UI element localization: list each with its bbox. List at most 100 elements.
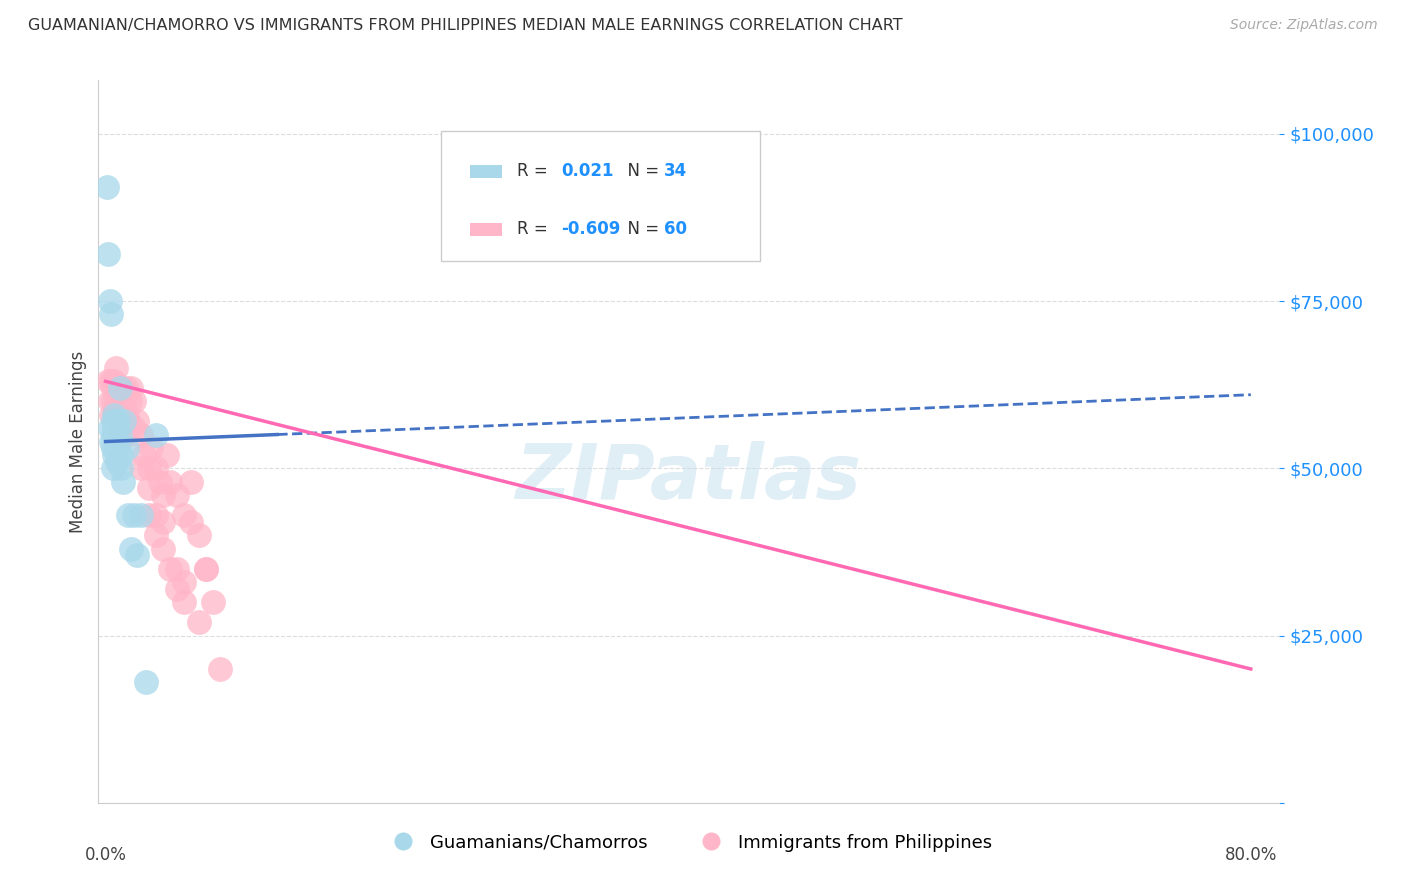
- Point: [149, 475, 172, 489]
- Point: [131, 461, 153, 475]
- Point: [112, 414, 135, 428]
- Point: [100, 434, 122, 449]
- Point: [122, 394, 145, 409]
- Point: [108, 427, 131, 442]
- Point: [110, 381, 132, 395]
- Text: N =: N =: [617, 162, 664, 180]
- FancyBboxPatch shape: [441, 131, 759, 260]
- Bar: [471, 165, 502, 178]
- Text: R =: R =: [516, 162, 553, 180]
- Point: [105, 454, 128, 469]
- Point: [138, 508, 160, 523]
- Point: [180, 475, 202, 489]
- Y-axis label: Median Male Earnings: Median Male Earnings: [69, 351, 87, 533]
- Text: 80.0%: 80.0%: [1225, 847, 1277, 864]
- Point: [98, 394, 121, 409]
- Point: [107, 414, 129, 428]
- Point: [138, 461, 160, 475]
- Point: [180, 515, 202, 529]
- Point: [104, 394, 127, 409]
- Text: -0.609: -0.609: [561, 220, 621, 238]
- Point: [101, 414, 124, 428]
- Point: [100, 408, 122, 422]
- Point: [105, 414, 128, 428]
- Point: [111, 475, 134, 489]
- Point: [187, 615, 209, 630]
- Point: [118, 394, 141, 409]
- Point: [110, 461, 132, 475]
- Point: [152, 515, 174, 529]
- Bar: [471, 223, 502, 235]
- Point: [104, 434, 127, 449]
- Point: [194, 562, 217, 576]
- Point: [166, 582, 188, 596]
- Point: [114, 381, 136, 395]
- Point: [122, 421, 145, 435]
- Text: 0.0%: 0.0%: [84, 847, 127, 864]
- Point: [122, 508, 145, 523]
- Point: [209, 662, 232, 676]
- Point: [104, 427, 127, 442]
- Text: 34: 34: [664, 162, 688, 180]
- Point: [173, 595, 195, 609]
- Point: [173, 508, 195, 523]
- Point: [105, 441, 128, 455]
- Point: [107, 381, 129, 395]
- Point: [115, 408, 138, 422]
- Point: [101, 461, 124, 475]
- Point: [100, 307, 122, 321]
- Point: [145, 461, 167, 475]
- Point: [100, 375, 122, 389]
- Point: [103, 408, 125, 422]
- Point: [104, 361, 127, 376]
- Point: [125, 548, 148, 563]
- Point: [103, 421, 125, 435]
- Point: [156, 448, 179, 462]
- Point: [103, 375, 125, 389]
- Point: [112, 394, 135, 409]
- Text: Source: ZipAtlas.com: Source: ZipAtlas.com: [1230, 18, 1378, 32]
- Point: [101, 427, 124, 442]
- Point: [173, 575, 195, 590]
- Point: [111, 408, 134, 422]
- Point: [145, 508, 167, 523]
- Text: 0.021: 0.021: [561, 162, 614, 180]
- Point: [115, 427, 138, 442]
- Legend: Guamanians/Chamorros, Immigrants from Philippines: Guamanians/Chamorros, Immigrants from Ph…: [378, 826, 1000, 859]
- Point: [145, 528, 167, 542]
- Point: [105, 394, 128, 409]
- Point: [108, 414, 131, 428]
- Point: [187, 528, 209, 542]
- Point: [125, 414, 148, 428]
- Point: [111, 427, 134, 442]
- Point: [120, 541, 142, 556]
- Point: [135, 675, 157, 690]
- Point: [145, 427, 167, 442]
- Point: [96, 180, 118, 194]
- Point: [103, 408, 125, 422]
- Point: [98, 421, 121, 435]
- Point: [159, 562, 181, 576]
- Point: [117, 508, 139, 523]
- Text: R =: R =: [516, 220, 553, 238]
- Point: [101, 381, 124, 395]
- Point: [131, 508, 153, 523]
- Point: [152, 488, 174, 502]
- Point: [101, 441, 124, 455]
- Point: [105, 421, 128, 435]
- Point: [108, 394, 131, 409]
- Text: GUAMANIAN/CHAMORRO VS IMMIGRANTS FROM PHILIPPINES MEDIAN MALE EARNINGS CORRELATI: GUAMANIAN/CHAMORRO VS IMMIGRANTS FROM PH…: [28, 18, 903, 33]
- Text: 60: 60: [664, 220, 688, 238]
- Point: [159, 475, 181, 489]
- Point: [110, 448, 132, 462]
- Point: [101, 394, 124, 409]
- Point: [201, 595, 224, 609]
- Point: [103, 448, 125, 462]
- Point: [115, 441, 138, 455]
- Point: [166, 488, 188, 502]
- Point: [97, 247, 120, 261]
- Point: [98, 293, 121, 308]
- Point: [138, 482, 160, 496]
- Point: [120, 381, 142, 395]
- Point: [97, 375, 120, 389]
